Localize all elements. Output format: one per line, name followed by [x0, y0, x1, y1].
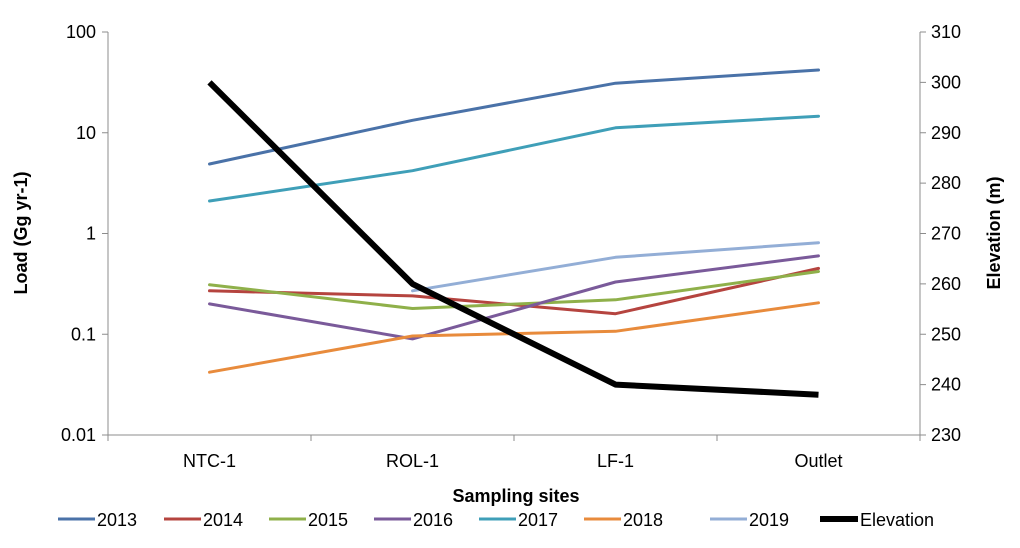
x-tick-label: ROL-1: [386, 451, 439, 471]
series-line-2016: [208, 254, 820, 341]
right-axis-ticks: 230 240 250 260 270 280 290 300 310: [920, 22, 961, 445]
right-tick-label: 310: [931, 22, 961, 42]
x-tick-label: LF-1: [597, 451, 634, 471]
series-lines: [207, 68, 820, 398]
legend-label: 2019: [749, 510, 789, 530]
left-tick-label: 100: [66, 22, 96, 42]
x-tick-label: NTC-1: [183, 451, 236, 471]
right-tick-label: 240: [931, 375, 961, 395]
y2-axis-title: Elevation (m): [984, 176, 1004, 289]
right-tick-label: 230: [931, 425, 961, 445]
series-line-2015: [208, 270, 820, 310]
series-line-2017: [208, 114, 820, 203]
series-line-elevation: [207, 80, 819, 398]
legend-label: 2015: [308, 510, 348, 530]
legend-label: 2013: [97, 510, 137, 530]
left-axis-ticks: 0.01 0.1 1 10 100: [61, 22, 108, 445]
x-axis-ticks: NTC-1 ROL-1 LF-1 Outlet: [107, 435, 921, 471]
right-tick-label: 300: [931, 72, 961, 92]
series-line-2013: [208, 68, 820, 166]
x-tick-label: Outlet: [794, 451, 842, 471]
legend-label: 2017: [518, 510, 558, 530]
right-tick-label: 250: [931, 324, 961, 344]
left-tick-label: 1: [86, 224, 96, 244]
left-tick-label: 0.01: [61, 425, 96, 445]
right-tick-label: 260: [931, 274, 961, 294]
legend-label: 2016: [413, 510, 453, 530]
right-tick-label: 290: [931, 123, 961, 143]
plot-area: 0.01 0.1 1 10 100 230 240 250 260 270 280 290 300 31…: [61, 22, 961, 471]
legend-label: 2014: [203, 510, 243, 530]
left-tick-label: 10: [76, 123, 96, 143]
legend: 2013 2014 2015 2016 2017 2018 2019 Elevation: [58, 510, 934, 530]
y-axis-title: Load (Gg yr-1): [11, 171, 31, 294]
legend-label: Elevation: [860, 510, 934, 530]
series-line-2019: [411, 241, 820, 293]
legend-label: 2018: [623, 510, 663, 530]
right-tick-label: 270: [931, 224, 961, 244]
right-tick-label: 280: [931, 173, 961, 193]
left-tick-label: 0.1: [71, 324, 96, 344]
x-axis-title: Sampling sites: [452, 486, 579, 506]
